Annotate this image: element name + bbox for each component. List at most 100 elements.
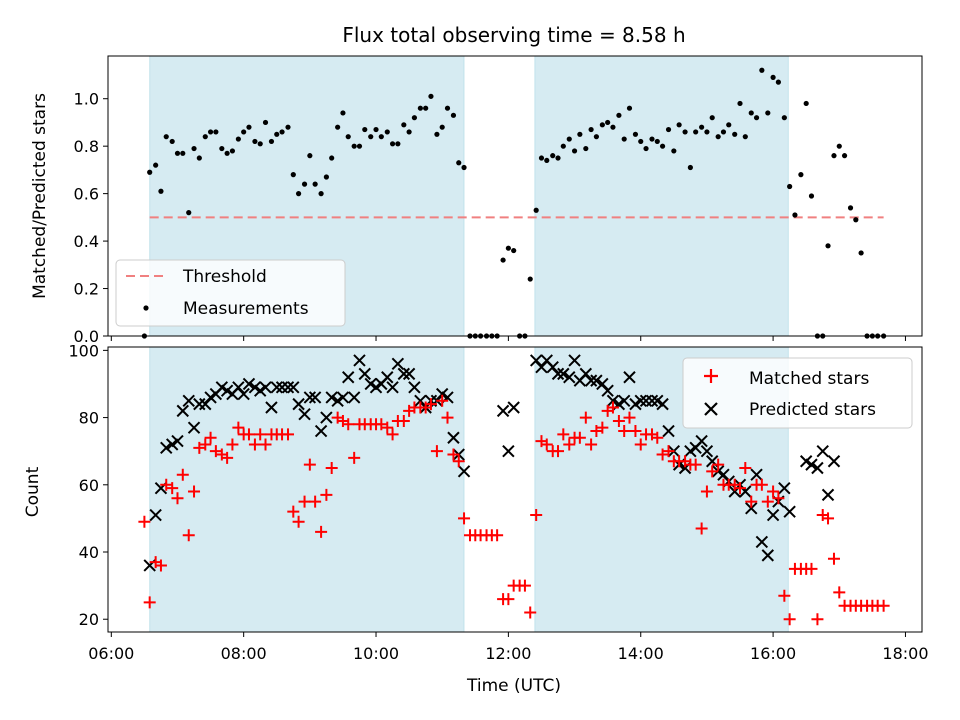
measurement-point — [461, 164, 467, 171]
top-legend: Threshold Measurements — [115, 259, 346, 327]
matched-stars-points — [138, 394, 890, 626]
bottom-legend: Matched stars Predicted stars — [682, 357, 913, 429]
measurement-point — [444, 105, 451, 111]
legend-threshold-label: Threshold — [182, 267, 267, 287]
measurement-point — [295, 191, 302, 197]
predicted-star-point — [414, 394, 427, 407]
matched-star-point — [662, 445, 675, 458]
measurement-point — [671, 148, 677, 154]
matched-star-point — [381, 421, 394, 434]
matched-star-point — [745, 495, 758, 508]
matched-star-point — [441, 411, 454, 424]
measurement-points — [141, 67, 887, 339]
predicted-star-point — [237, 387, 250, 401]
matched-star-point — [712, 458, 725, 471]
measurement-point — [180, 150, 186, 156]
predicted-star-point — [457, 465, 471, 478]
measurement-point — [417, 105, 423, 111]
measurement-point — [257, 141, 263, 147]
measurement-point — [643, 145, 649, 152]
predicted-star-point — [662, 424, 675, 438]
measurement-point — [439, 124, 445, 130]
matched-star-point — [254, 428, 267, 441]
y-tick-label: 60 — [79, 476, 99, 495]
matched-star-point — [320, 488, 333, 501]
matched-star-point — [734, 482, 747, 495]
predicted-star-point — [325, 391, 338, 404]
measurement-point — [312, 181, 318, 187]
matched-star-point — [502, 593, 515, 606]
measurement-point — [268, 138, 275, 145]
predicted-star-point — [358, 367, 371, 381]
measurement-point — [158, 188, 164, 194]
measurement-point — [803, 100, 809, 107]
matched-star-point — [248, 438, 261, 451]
measurement-point — [720, 129, 727, 135]
matched-star-point — [154, 559, 167, 572]
measurement-point — [753, 115, 760, 121]
predicted-star-point — [811, 461, 824, 475]
matched-star-point — [596, 421, 609, 434]
measurement-point — [577, 131, 583, 137]
measurement-point — [174, 150, 181, 156]
matched-star-point — [557, 428, 570, 441]
bottom-panel: 20 40 60 80 100 06:00 08:00 10:00 12:00 14:00 16:… — [23, 341, 929, 696]
measurement-point — [566, 136, 572, 142]
y-tick-label: 0.0 — [74, 327, 99, 346]
x-axis-label: Time (UTC) — [466, 676, 561, 696]
measurement-point — [626, 105, 633, 111]
matched-star-point — [739, 461, 752, 474]
measurement-point — [825, 243, 831, 249]
measurement-point — [428, 93, 434, 99]
predicted-star-point — [535, 360, 548, 374]
measurement-point — [307, 153, 313, 159]
measurement-point — [219, 145, 225, 152]
top-panel: 0.0 0.2 0.4 0.6 0.8 1.0 Matched/Predicted sta… — [30, 55, 923, 346]
matched-star-point — [689, 458, 702, 471]
measurement-point — [792, 212, 798, 218]
matched-star-point — [695, 522, 708, 535]
measurement-point — [411, 115, 418, 121]
measurement-point — [550, 153, 556, 159]
measurement-point — [450, 112, 457, 118]
matched-star-point — [822, 512, 835, 525]
predicted-star-point — [507, 401, 520, 414]
measurement-point — [163, 134, 169, 140]
matched-star-point — [226, 438, 239, 451]
measurement-point — [335, 124, 341, 130]
matched-star-point — [811, 613, 824, 626]
measurement-point — [318, 191, 324, 197]
predicted-star-point — [270, 381, 283, 394]
bottom-y-axis-label: Count — [23, 466, 43, 517]
predicted-star-point — [402, 367, 416, 381]
matched-star-point — [436, 394, 449, 407]
measurement-point — [279, 129, 285, 135]
measurement-point — [207, 129, 214, 135]
matched-star-point — [176, 468, 189, 481]
legend-matched-swatch — [704, 369, 718, 383]
measurement-point — [362, 126, 368, 133]
predicted-star-point — [766, 508, 780, 522]
measurement-point — [571, 148, 578, 154]
measurement-point — [351, 143, 357, 149]
measurement-point — [765, 110, 771, 116]
matched-star-point — [282, 428, 295, 441]
measurement-point — [252, 138, 258, 145]
y-tick-label: 0.8 — [74, 137, 99, 156]
matched-star-point — [524, 606, 537, 619]
matched-star-point — [778, 589, 791, 602]
measurement-point — [395, 141, 401, 147]
bottom-y-ticks: 20 40 60 80 100 — [68, 341, 108, 629]
predicted-star-point — [695, 434, 708, 448]
predicted-star-point — [805, 458, 818, 471]
matched-star-point — [348, 451, 361, 464]
matched-star-point — [171, 492, 184, 505]
predicted-star-point — [320, 411, 333, 424]
matched-star-point — [166, 482, 179, 495]
measurement-point — [323, 174, 329, 180]
matched-star-point — [552, 445, 565, 458]
y-tick-label: 80 — [79, 409, 99, 428]
measurement-point — [858, 250, 864, 256]
measurement-point — [853, 217, 859, 223]
measurement-point — [389, 141, 396, 147]
